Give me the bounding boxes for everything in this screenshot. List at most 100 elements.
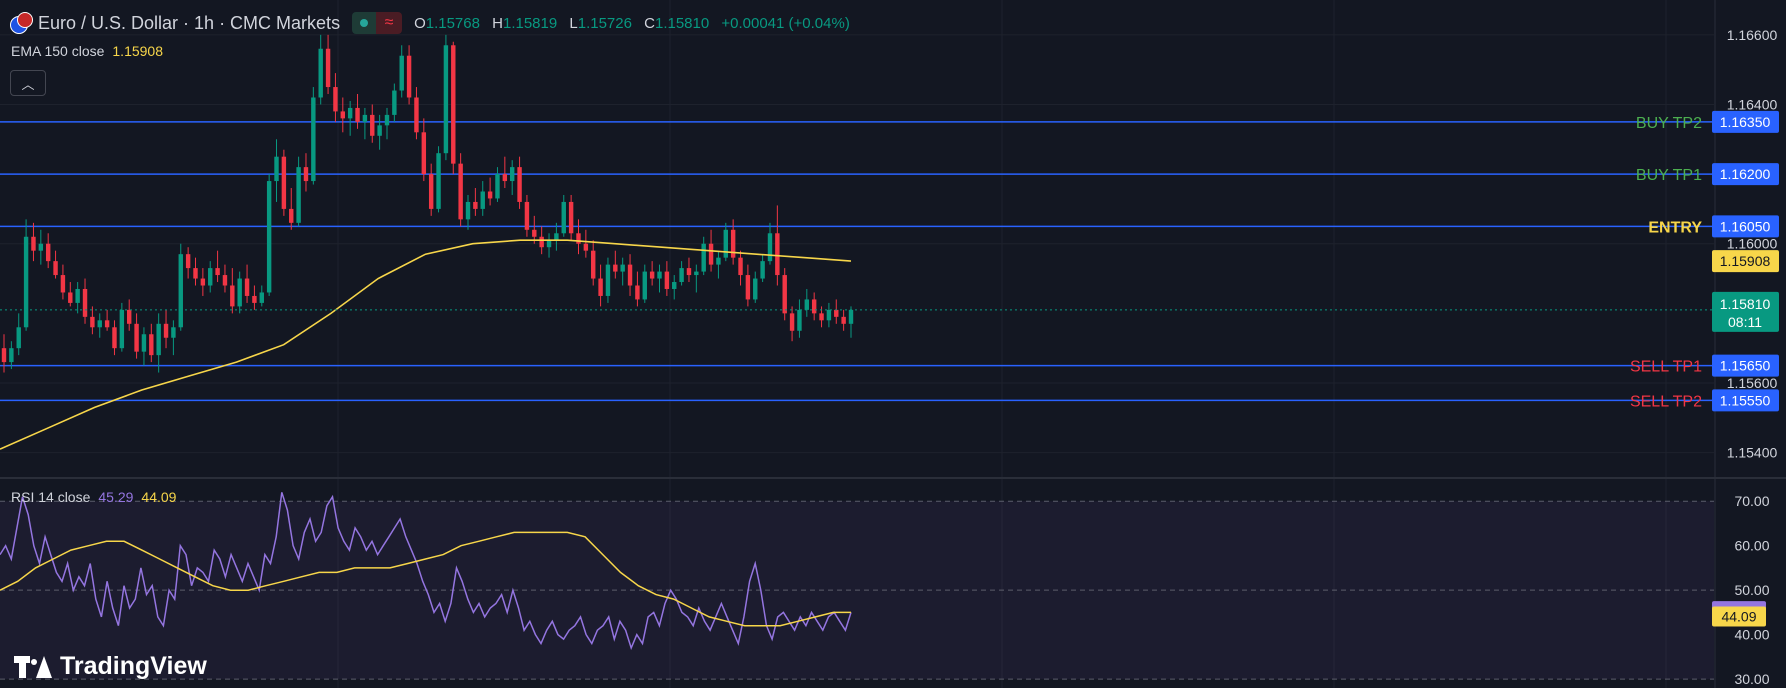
rsi-tick-label: 70.00 — [1734, 493, 1769, 509]
tradingview-logo[interactable]: TradingView — [14, 652, 207, 681]
price-tick-label: 1.15600 — [1727, 375, 1778, 391]
level-price-badge — [1712, 389, 1779, 412]
candle-body — [215, 268, 220, 276]
candle-body — [708, 243, 714, 265]
candle-body — [789, 313, 795, 331]
ohlc-close-key: C — [644, 14, 655, 32]
candle-body — [392, 90, 397, 115]
price-axis[interactable]: 1.16600 1.16400 1.16000 1.15600 1.15400 1.163… — [1712, 27, 1779, 461]
candle-body — [716, 257, 721, 265]
price-levels: BUY TP2 BUY TP1 ENTRY SELL TP1 SELL TP2 — [0, 115, 1714, 410]
level-price-text: 1.15650 — [1720, 358, 1771, 374]
candle-body — [760, 261, 765, 279]
rsi-legend-ma-value: 44.09 — [141, 489, 177, 505]
candle-body — [642, 271, 647, 300]
candle-body — [53, 261, 58, 276]
rsi-band — [0, 500, 1714, 680]
candle-body — [598, 278, 603, 296]
candle-body — [200, 278, 206, 286]
candle-body — [75, 288, 80, 303]
candle-body — [524, 201, 530, 230]
ohlc-open: 1.15768 — [425, 14, 480, 32]
candle-body — [171, 327, 176, 338]
candle-body — [104, 320, 110, 328]
candle-body — [244, 278, 250, 296]
candle-body — [686, 268, 692, 276]
candle-body — [414, 97, 419, 133]
candle-body — [568, 201, 574, 234]
candle-body — [605, 264, 611, 296]
level-label: ENTRY — [1648, 219, 1702, 236]
candle-body — [97, 320, 102, 328]
candle-body — [583, 243, 589, 251]
level-price-badge — [1712, 110, 1779, 133]
symbol-title[interactable]: Euro / U.S. Dollar · 1h · CMC Markets — [38, 12, 341, 33]
current-price-badge — [1712, 291, 1779, 332]
candle-body — [370, 114, 375, 136]
rsi-tick-label: 50.00 — [1734, 582, 1769, 598]
candle-body — [561, 201, 566, 234]
rsi-tick-label: 40.00 — [1734, 627, 1769, 643]
candle-body — [1, 348, 7, 363]
countdown-text: 08:11 — [1728, 314, 1762, 330]
level-price-text: 1.15550 — [1720, 392, 1771, 408]
candle-body — [502, 174, 508, 182]
ohlc-high: 1.15819 — [502, 14, 558, 32]
candle-body — [119, 309, 125, 349]
candle-body — [45, 243, 51, 262]
level-price-text: 1.16050 — [1720, 218, 1771, 234]
rsi-line — [0, 492, 852, 651]
rsi-ma-line — [0, 531, 851, 627]
rsi-ma-text: 44.09 — [1721, 608, 1756, 624]
ohlc-readout: O1.15768 H1.15819 L1.15726 C1.15810 +0.0… — [414, 15, 858, 32]
candle-body — [539, 236, 544, 248]
ema-legend-value: 1.15908 — [112, 43, 163, 59]
candle-body — [613, 264, 618, 272]
candle-body — [377, 125, 382, 136]
candle-body — [627, 264, 633, 286]
candle-body — [443, 45, 449, 154]
candle-body — [38, 243, 44, 251]
level-price-text: 1.16200 — [1720, 166, 1771, 182]
candle-body — [834, 309, 839, 317]
candle-body — [82, 288, 88, 317]
candle-body — [753, 278, 758, 300]
candle-body — [576, 233, 581, 244]
market-status[interactable]: ≈ — [352, 12, 403, 34]
tradingview-wordmark: TradingView — [60, 652, 207, 680]
price-tick-label: 1.15400 — [1727, 445, 1778, 461]
candle-body — [672, 282, 677, 289]
candle-body — [222, 275, 228, 286]
candle-body — [355, 107, 360, 122]
collapse-legend-button[interactable]: ︿ — [10, 70, 46, 96]
candle-body — [281, 156, 287, 209]
candle-body — [657, 271, 662, 279]
candle-body — [458, 163, 463, 220]
rsi-legend-value: 45.29 — [98, 489, 134, 505]
candle-body — [149, 334, 154, 356]
ema-price-text: 1.15908 — [1720, 253, 1771, 269]
ohlc-close: 1.15810 — [654, 14, 710, 32]
candle-body — [289, 208, 294, 223]
ohlc-low-key: L — [569, 14, 578, 32]
candle-body — [9, 348, 14, 363]
ema-line — [0, 239, 852, 450]
candle-body — [480, 191, 485, 209]
candle-body — [473, 201, 478, 209]
candle-body — [819, 313, 824, 321]
candle-body — [318, 48, 323, 98]
candle-body — [775, 233, 780, 276]
ema-legend[interactable]: EMA 150 close 1.15908 — [11, 43, 163, 59]
candle-body — [16, 327, 21, 349]
candle-body — [90, 316, 95, 328]
candle-body — [141, 334, 147, 352]
candle-body — [156, 323, 161, 356]
candle-body — [252, 295, 257, 303]
candle-body — [532, 229, 537, 237]
candle-body — [421, 132, 427, 175]
candles — [1, 34, 854, 373]
ohlc-high-key: H — [492, 14, 503, 32]
rsi-legend[interactable]: RSI 14 close 45.29 44.09 — [11, 489, 176, 505]
